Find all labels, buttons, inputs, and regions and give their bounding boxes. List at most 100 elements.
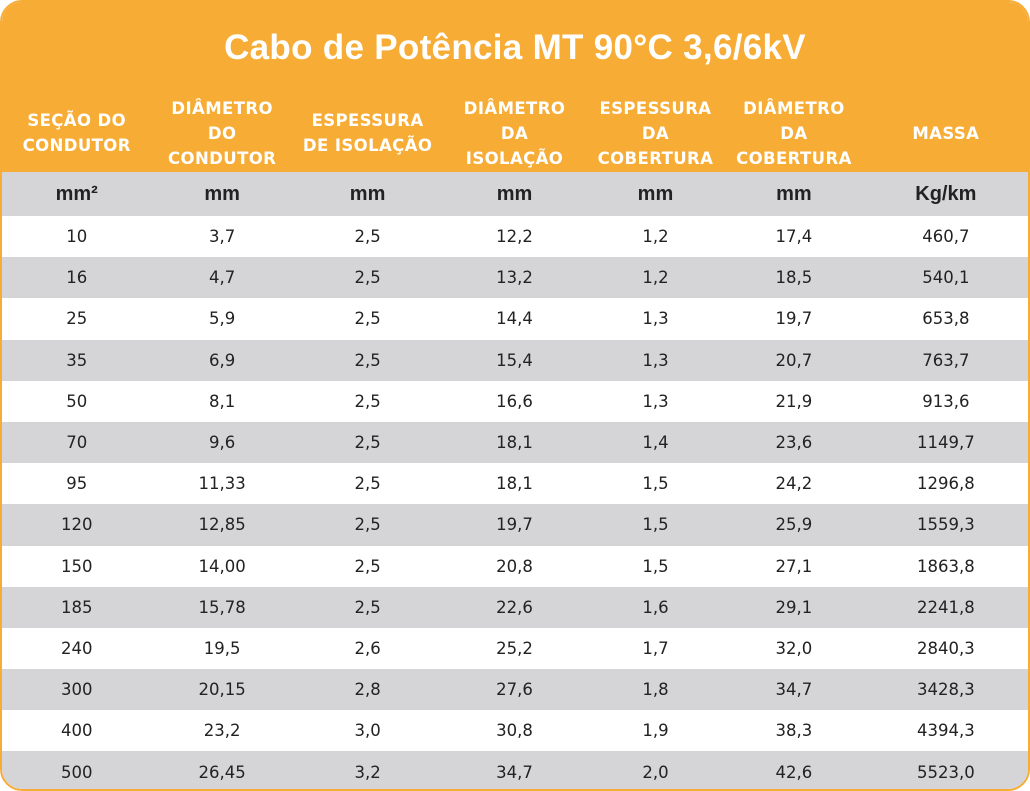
column-header-espessura-cobertura: ESPESSURA DA COBERTURA — [597, 98, 714, 168]
table-cell: 653,8 — [922, 309, 970, 329]
table-cell: 2,5 — [354, 556, 381, 576]
table-cell: 50 — [66, 391, 88, 411]
table-cell: 14,4 — [496, 309, 533, 329]
table-cell: 20,8 — [496, 556, 533, 576]
table-cell: 1,7 — [642, 638, 669, 658]
table-cell: 460,7 — [922, 227, 970, 247]
table-cell: 120 — [60, 515, 93, 535]
table-cell: 15,78 — [198, 597, 246, 617]
table-cell: 2,5 — [354, 227, 381, 247]
table-cell: 25,2 — [496, 638, 533, 658]
table-cell: 18,5 — [775, 268, 813, 288]
table-cell: 14,00 — [198, 556, 246, 576]
table-cell: 23,2 — [203, 721, 241, 741]
table-cell: 300 — [60, 680, 93, 700]
table-cell: 19,7 — [496, 515, 533, 535]
table-cell: 2,5 — [354, 474, 381, 494]
table-cell: 70 — [66, 433, 88, 453]
table-cell: 1,3 — [642, 391, 669, 411]
table-row: 400 23,2 3,0 30,8 1,9 38,3 4394,3 — [2, 710, 1028, 752]
table-cell: 18,1 — [496, 474, 533, 494]
table-cell: 2,0 — [642, 762, 669, 782]
table-row: 25 5,9 2,5 14,4 1,3 19,7 653,8 — [2, 298, 1028, 340]
table-cell: 150 — [60, 556, 93, 576]
table-cell: 400 — [60, 721, 93, 741]
table-row: 10 3,7 2,5 12,2 1,2 17,4 460,7 — [2, 216, 1028, 258]
table-cell: 500 — [60, 762, 93, 782]
table-row: 35 6,9 2,5 15,4 1,3 20,7 763,7 — [2, 339, 1028, 381]
table-cell: 25,9 — [775, 515, 813, 535]
table-cell: 540,1 — [922, 268, 970, 288]
table-cell: 1,5 — [642, 556, 669, 576]
table-cell: 2,5 — [354, 515, 381, 535]
table-cell: 1,5 — [642, 474, 669, 494]
unit-cell: mm — [349, 182, 386, 205]
table-cell: 3,0 — [354, 721, 381, 741]
table-row: 240 19,5 2,6 25,2 1,7 32,0 2840,3 — [2, 627, 1028, 670]
table-cell: 18,1 — [496, 433, 533, 453]
table-cell: 2,5 — [354, 391, 381, 411]
table-cell: 1,9 — [642, 721, 669, 741]
table-body: 10 3,7 2,5 12,2 1,2 17,4 460,7 16 4,7 2,5 13,2 1,2 1… — [2, 216, 1028, 789]
table-cell: 9,6 — [209, 433, 236, 453]
table-cell: 12,2 — [496, 227, 533, 247]
table-row: 500 26,45 3,2 34,7 2,0 42,6 5523,0 — [2, 751, 1028, 789]
table-cell: 1,5 — [642, 515, 669, 535]
table-cell: 1,3 — [642, 309, 669, 329]
table-cell: 913,6 — [922, 391, 970, 411]
unit-cell: mm² — [55, 182, 98, 205]
table-cell: 34,7 — [496, 762, 533, 782]
table-cell: 13,2 — [496, 268, 533, 288]
table-cell: 21,9 — [775, 391, 813, 411]
table-cell: 2,5 — [354, 268, 381, 288]
table-cell: 95 — [66, 474, 88, 494]
units-row: mm² mm mm mm mm mm Kg/km — [2, 172, 1028, 216]
column-header-massa: MASSA — [912, 123, 980, 143]
table-cell: 240 — [60, 638, 93, 658]
table-cell: 2,6 — [354, 638, 381, 658]
table-cell: 27,1 — [775, 556, 813, 576]
table-cell: 1,2 — [642, 227, 669, 247]
table-cell: 11,33 — [198, 474, 246, 494]
table-cell: 763,7 — [922, 350, 970, 370]
table-cell: 10 — [66, 227, 88, 247]
table-cell: 1,3 — [642, 350, 669, 370]
table-cell: 20,15 — [198, 680, 246, 700]
table-cell: 1296,8 — [916, 474, 975, 494]
table-cell: 2,8 — [354, 680, 381, 700]
table-cell: 2,5 — [354, 433, 381, 453]
table-title: Cabo de Potência MT 90°C 3,6/6kV — [2, 2, 1028, 94]
table-cell: 30,8 — [496, 721, 533, 741]
table-cell: 2241,8 — [916, 597, 975, 617]
table-cell: 12,85 — [198, 515, 246, 535]
table-row: 120 12,85 2,5 19,7 1,5 25,9 1559,3 — [2, 504, 1028, 546]
table-cell: 2840,3 — [916, 638, 975, 658]
table-cell: 185 — [60, 597, 93, 617]
table-row: 300 20,15 2,8 27,6 1,8 34,7 3428,3 — [2, 669, 1028, 711]
table-cell: 3428,3 — [916, 680, 975, 700]
table-row: 16 4,7 2,5 13,2 1,2 18,5 540,1 — [2, 257, 1028, 299]
table-cell: 35 — [66, 350, 88, 370]
table-cell: 8,1 — [209, 391, 236, 411]
table-cell: 38,3 — [775, 721, 813, 741]
table-cell: 1863,8 — [916, 556, 975, 576]
table-cell: 1,2 — [642, 268, 669, 288]
table-cell: 42,6 — [775, 762, 813, 782]
unit-cell: Kg/km — [915, 182, 977, 205]
column-header-diametro-cobertura: DIÂMETRO DA COBERTURA — [736, 98, 852, 168]
table-cell: 5,9 — [209, 309, 236, 329]
table-row: 50 8,1 2,5 16,6 1,3 21,9 913,6 — [2, 380, 1028, 422]
table-cell: 4,7 — [209, 268, 236, 288]
table-cell: 3,2 — [354, 762, 381, 782]
table-cell: 2,5 — [354, 597, 381, 617]
table-cell: 2,5 — [354, 350, 381, 370]
column-header-diametro-condutor: DIÂMETRO DO CONDUTOR — [168, 98, 277, 168]
table-cell: 17,4 — [775, 227, 813, 247]
table-row: 150 14,00 2,5 20,8 1,5 27,1 1863,8 — [2, 545, 1028, 587]
table-cell: 25 — [66, 309, 88, 329]
table-cell: 32,0 — [775, 638, 813, 658]
table-cell: 26,45 — [198, 762, 246, 782]
table-cell: 6,9 — [209, 350, 236, 370]
table-cell: 1,8 — [642, 680, 669, 700]
